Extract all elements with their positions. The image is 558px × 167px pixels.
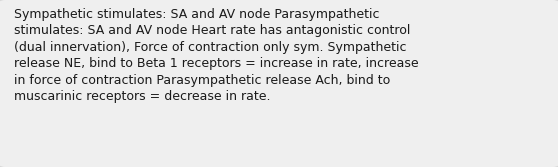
Text: Sympathetic stimulates: SA and AV node Parasympathetic
stimulates: SA and AV nod: Sympathetic stimulates: SA and AV node P… (14, 8, 418, 103)
